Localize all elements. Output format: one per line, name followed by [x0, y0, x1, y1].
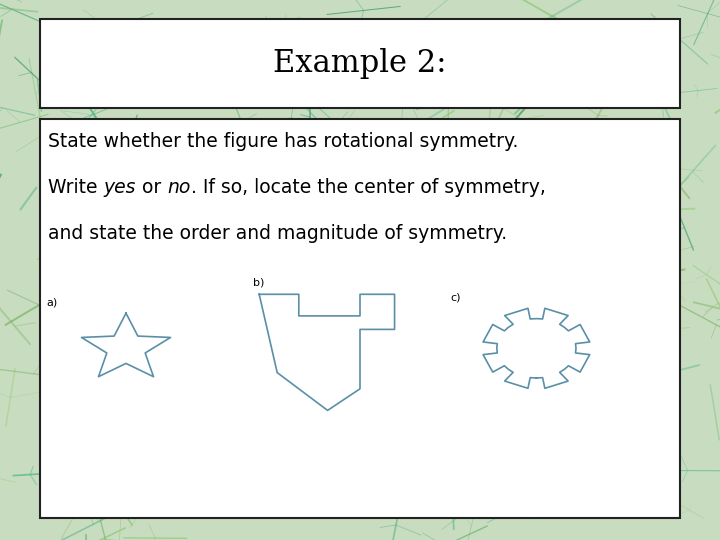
Text: . If so, locate the center of symmetry,: . If so, locate the center of symmetry, — [191, 178, 546, 197]
Text: c): c) — [450, 292, 461, 302]
Text: yes: yes — [104, 178, 136, 197]
FancyBboxPatch shape — [40, 19, 680, 108]
Text: Write: Write — [48, 178, 104, 197]
Text: or: or — [136, 178, 167, 197]
Text: State whether the figure has rotational symmetry.: State whether the figure has rotational … — [48, 132, 518, 151]
FancyBboxPatch shape — [40, 119, 680, 518]
Text: and state the order and magnitude of symmetry.: and state the order and magnitude of sym… — [48, 224, 508, 243]
Text: b): b) — [253, 277, 265, 287]
Text: no: no — [167, 178, 191, 197]
Text: Example 2:: Example 2: — [274, 48, 446, 79]
Text: a): a) — [47, 298, 58, 308]
